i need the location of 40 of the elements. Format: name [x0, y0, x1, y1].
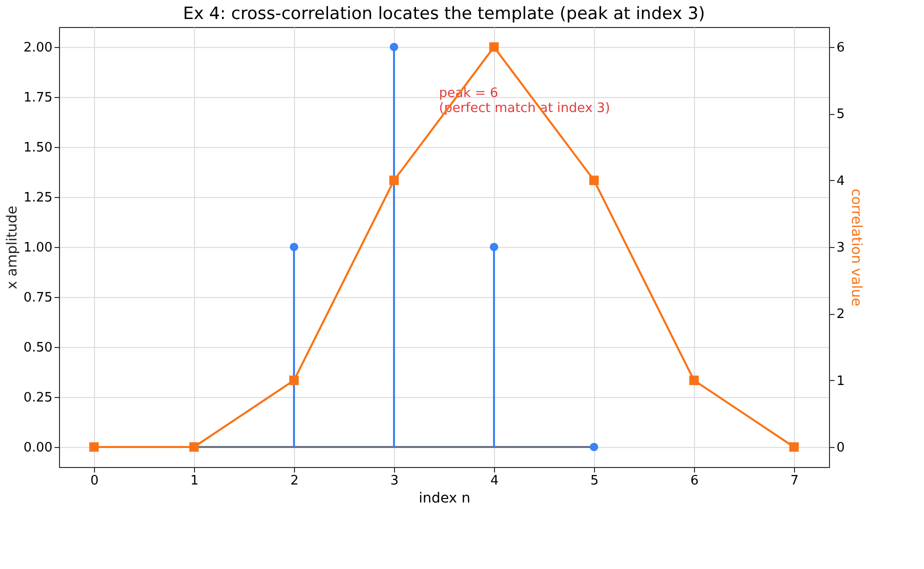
y2-tick-label: 0 [836, 440, 845, 456]
point [490, 242, 498, 252]
point [489, 42, 499, 52]
point [390, 42, 398, 52]
point [290, 242, 298, 252]
y2-tick-label: 2 [836, 307, 845, 322]
y-tick-label: 0.50 [24, 340, 52, 356]
x-tick-label: 7 [790, 474, 799, 488]
x-tick-label: 3 [390, 474, 399, 488]
y-tick-label: 1.25 [24, 190, 52, 206]
point [389, 176, 399, 186]
point [289, 376, 299, 386]
point [689, 376, 699, 386]
chart-title: Ex 4: cross-correlation locates the template (peak at index 3) [182, 4, 706, 24]
y-tick-label: 1.00 [24, 240, 52, 256]
y-tick-label: 0.00 [24, 440, 52, 456]
y-tick-label: 0.75 [24, 290, 52, 306]
x-axis-title: index n [418, 490, 470, 506]
y-axis-title: x amplitude [4, 206, 21, 290]
y2-tick-label: 5 [836, 107, 845, 122]
point [189, 442, 199, 452]
x-tick-label: 2 [290, 474, 299, 488]
x-tick-label: 0 [90, 474, 99, 488]
y-tick-label: 2.00 [24, 40, 52, 56]
point [589, 176, 599, 186]
y-tick-label: 1.75 [24, 90, 52, 106]
y2-tick-label: 4 [836, 174, 845, 189]
y2-tick-label: 6 [836, 40, 845, 56]
y2-axis-title: correlation value [848, 188, 864, 306]
point [89, 442, 99, 452]
y2-tick-label: 3 [836, 240, 845, 256]
x-tick-label: 5 [590, 474, 599, 488]
x-tick-label: 4 [490, 474, 499, 488]
y2-tick-label: 1 [836, 374, 845, 389]
x-tick-label: 1 [190, 474, 199, 488]
point [789, 442, 799, 452]
x-tick-label: 6 [690, 474, 699, 488]
y-tick-label: 1.50 [24, 140, 52, 156]
point [590, 442, 598, 452]
y-tick-label: 0.25 [24, 390, 52, 406]
